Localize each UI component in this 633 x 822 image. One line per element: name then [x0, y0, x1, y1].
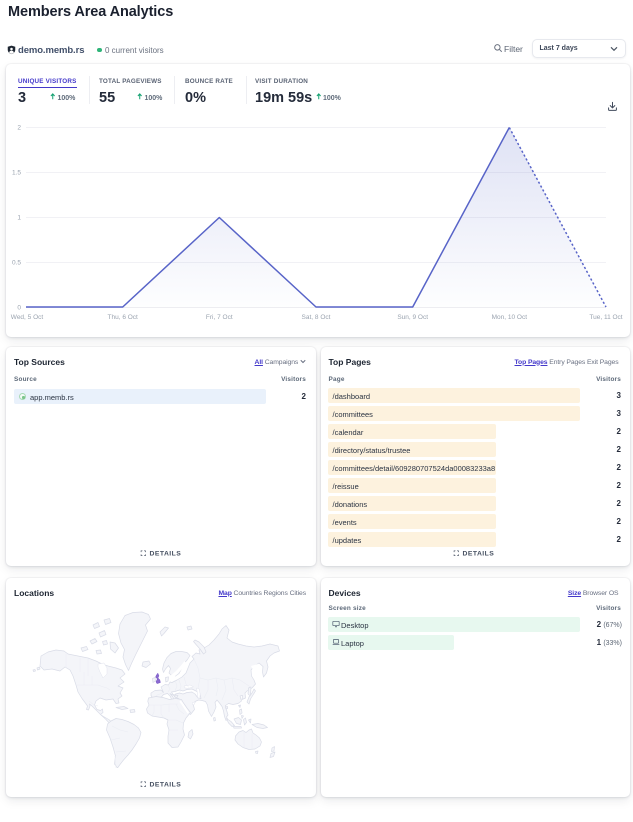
svg-text:Sun, 9 Oct: Sun, 9 Oct: [397, 314, 428, 321]
svg-text:Mon, 10 Oct: Mon, 10 Oct: [492, 314, 528, 321]
svg-text:1.5: 1.5: [12, 170, 21, 177]
svg-text:1: 1: [17, 215, 21, 222]
svg-text:Tue, 11 Oct: Tue, 11 Oct: [589, 314, 622, 321]
svg-text:Fri, 7 Oct: Fri, 7 Oct: [206, 314, 233, 321]
svg-text:Wed, 5 Oct: Wed, 5 Oct: [11, 314, 44, 321]
svg-text:0: 0: [17, 305, 21, 312]
svg-text:Thu, 6 Oct: Thu, 6 Oct: [108, 314, 139, 321]
svg-text:Sat, 8 Oct: Sat, 8 Oct: [302, 314, 331, 321]
svg-text:2: 2: [17, 125, 21, 132]
svg-text:0.5: 0.5: [12, 260, 21, 267]
